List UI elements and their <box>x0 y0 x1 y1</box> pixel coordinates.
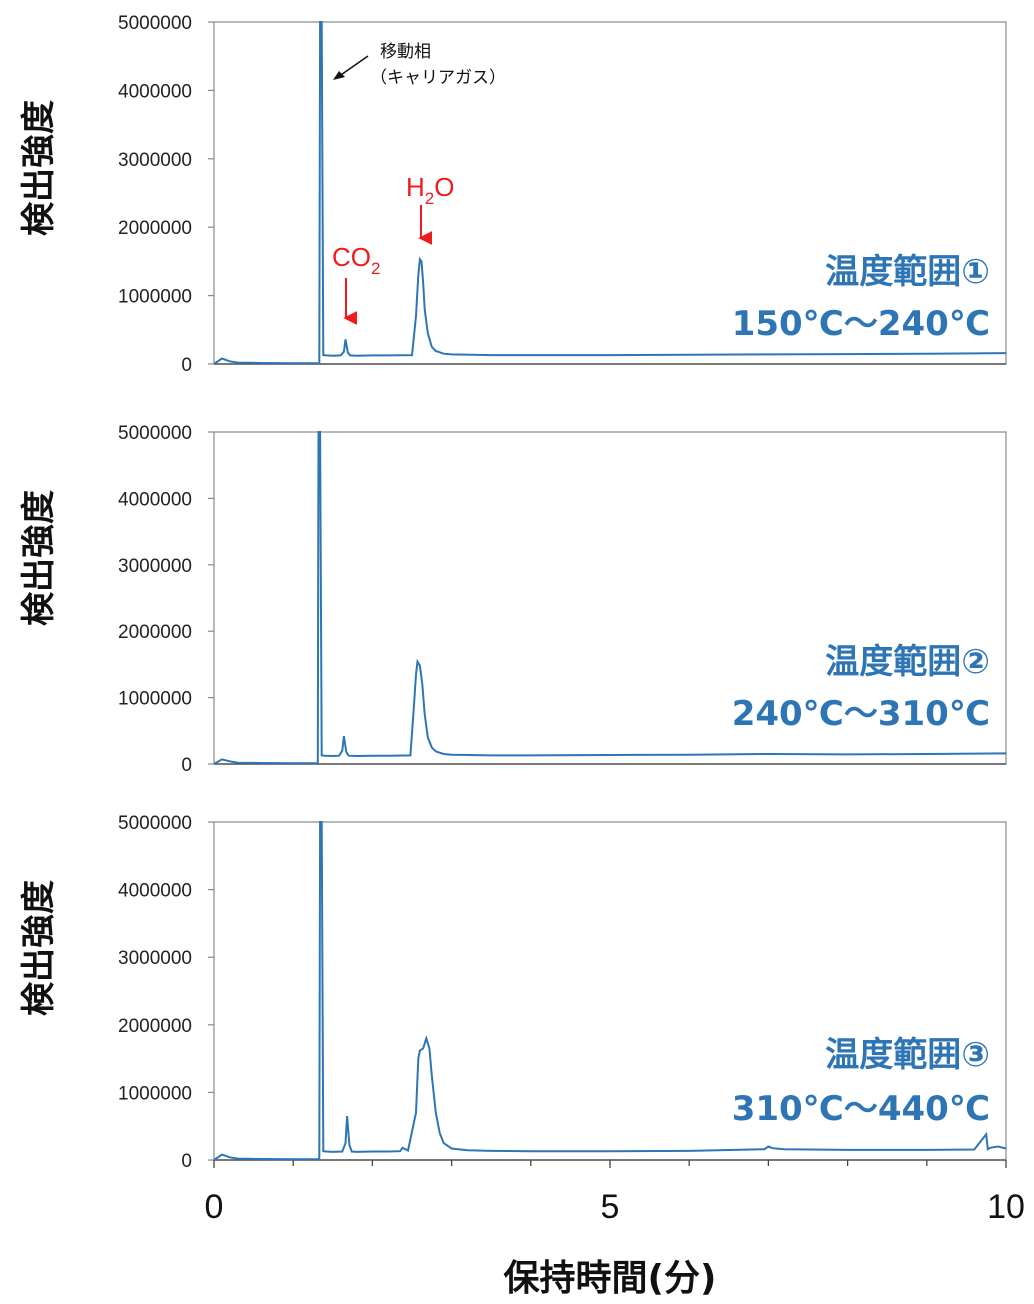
y-tick-label: 5000000 <box>118 423 192 444</box>
y-tick-label: 3000000 <box>118 556 192 577</box>
y-tick-label: 0 <box>181 355 192 376</box>
carrier-gas-arrowhead <box>333 71 345 80</box>
y-tick-label: 0 <box>181 755 192 776</box>
chart-panel-3: 0 1000000 2000000 3000000 4000000 5000000 検出強… <box>19 813 1007 1172</box>
y-axis-label: 検出強度 <box>19 100 59 236</box>
chart-panel-2: 0 1000000 2000000 3000000 4000000 5000000 検出強… <box>19 423 1007 776</box>
y-tick-label: 5000000 <box>118 813 192 834</box>
carrier-gas-label: 移動相 <box>380 42 431 62</box>
y-tick-label: 2000000 <box>118 622 192 643</box>
y-tick-label: 2000000 <box>118 218 192 239</box>
x-tick-label: 0 <box>205 1188 224 1226</box>
chart-panel-1: 0 1000000 2000000 3000000 4000000 5000000 検出強… <box>19 13 1007 376</box>
y-tick-label: 3000000 <box>118 948 192 969</box>
x-axis: 0 5 10 保持時間(分) <box>205 1160 1025 1299</box>
range-label-line1: 温度範囲③ <box>825 1035 990 1075</box>
h2o-label: H2O <box>406 172 454 208</box>
y-tick-label: 1000000 <box>118 287 192 308</box>
y-axis-label: 検出強度 <box>19 880 59 1016</box>
range-label-line2: 240℃～310℃ <box>732 694 990 734</box>
series-line <box>213 431 1007 765</box>
series-line <box>213 21 1007 365</box>
carrier-gas-arrow <box>337 55 369 78</box>
y-tick-label: 3000000 <box>118 150 192 171</box>
y-tick-label: 5000000 <box>118 13 192 34</box>
y-tick-label: 0 <box>181 1151 192 1172</box>
y-axis-label: 検出強度 <box>19 490 59 626</box>
range-label-line1: 温度範囲② <box>825 642 990 682</box>
y-tick-label: 4000000 <box>118 881 192 902</box>
co2-label: CO2 <box>332 242 380 278</box>
series-line <box>213 821 1007 1161</box>
range-label-line2: 150℃～240℃ <box>732 304 990 344</box>
x-tick-label: 10 <box>987 1188 1025 1226</box>
range-label-line1: 温度範囲① <box>825 252 990 292</box>
carrier-gas-label-2: （キャリアガス） <box>370 68 506 88</box>
y-tick-label: 4000000 <box>118 81 192 102</box>
x-tick-label: 5 <box>601 1188 620 1226</box>
y-tick-label: 4000000 <box>118 489 192 510</box>
x-axis-label: 保持時間(分) <box>504 1258 717 1299</box>
y-tick-label: 1000000 <box>118 689 192 710</box>
range-label-line2: 310℃～440℃ <box>732 1089 990 1129</box>
y-tick-label: 1000000 <box>118 1083 192 1104</box>
y-tick-label: 2000000 <box>118 1016 192 1037</box>
